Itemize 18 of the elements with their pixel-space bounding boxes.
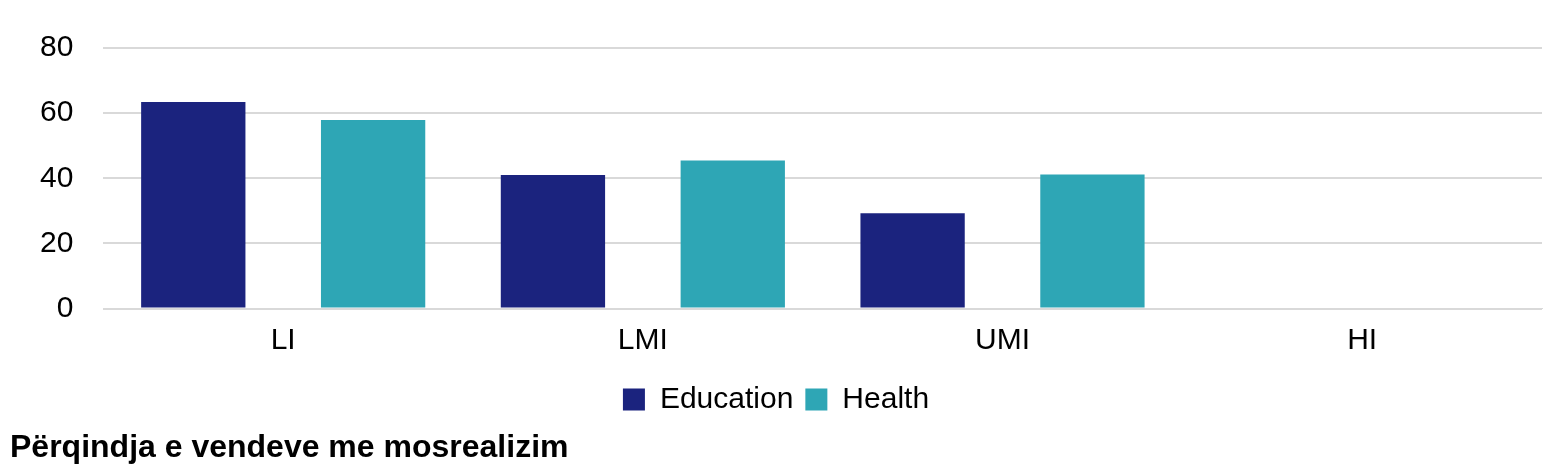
x-tick-label: LI: [270, 321, 296, 355]
legend-label: Health: [842, 380, 930, 414]
x-tick-label: UMI: [975, 321, 1031, 355]
bar: [320, 119, 426, 308]
bar: [860, 213, 965, 308]
bar: [1040, 174, 1145, 308]
x-tick-label: LMI: [617, 321, 668, 355]
bar: [500, 175, 606, 308]
text: Përqindja e vendeve me mosrealizim: [10, 427, 569, 464]
y-tick-label: 80: [39, 29, 74, 63]
bar: [680, 160, 785, 308]
legend-label: Education: [659, 380, 794, 414]
y-tick-label: 20: [39, 224, 74, 258]
y-tick-label: 0: [56, 289, 74, 323]
x-tick-label: HI: [1347, 321, 1378, 355]
y-tick-label: 40: [39, 159, 74, 193]
bar: [141, 102, 246, 308]
y-tick-label: 60: [39, 94, 74, 128]
